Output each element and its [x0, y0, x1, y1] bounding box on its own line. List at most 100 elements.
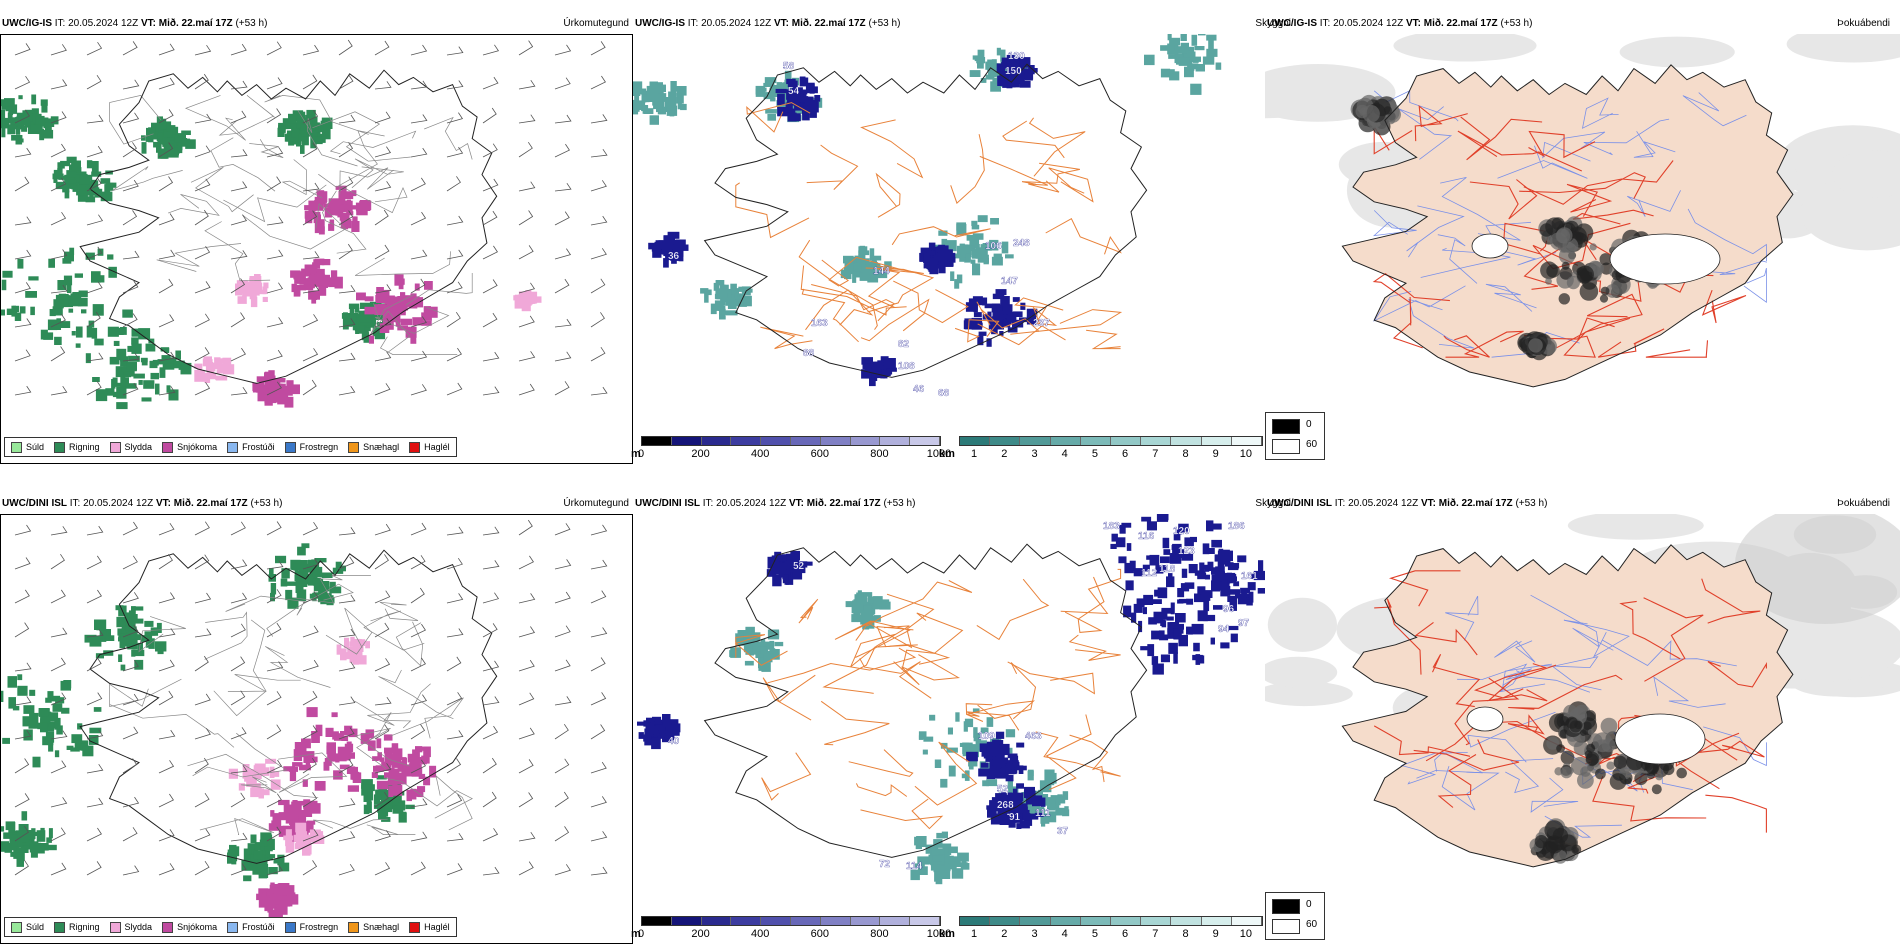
road	[351, 158, 404, 189]
precip-cell	[873, 615, 881, 622]
wind-barb	[302, 860, 318, 876]
road	[1708, 260, 1767, 275]
precip-cell	[1136, 598, 1145, 608]
precip-cell	[96, 619, 107, 631]
ceiling-value-label: 237	[1033, 318, 1050, 329]
legend-swatch	[11, 441, 22, 453]
precip-cell	[1043, 797, 1054, 806]
wind-barb	[590, 114, 608, 124]
precip-cell	[260, 843, 268, 856]
precip-cell	[314, 781, 326, 791]
precip-cell	[1173, 534, 1181, 541]
precip-cell	[43, 129, 54, 139]
precip-cell	[662, 720, 672, 725]
road	[848, 749, 914, 777]
wind-barb	[194, 554, 210, 570]
wind-barb	[86, 281, 103, 294]
precip-cell	[1005, 775, 1014, 782]
precip-cell	[786, 560, 796, 570]
precip-cell	[852, 600, 864, 610]
precip-cell	[12, 834, 18, 846]
precip-cell	[327, 753, 339, 762]
precip-cell	[764, 77, 777, 84]
precip-cell	[1019, 80, 1031, 88]
precip-cell	[644, 728, 654, 737]
precip-cell	[86, 160, 93, 169]
precip-cell	[851, 614, 858, 623]
road	[1505, 758, 1554, 794]
road	[379, 601, 419, 621]
precip-cell	[965, 302, 974, 312]
ceiling-value-label: 144	[873, 266, 890, 277]
precip-cell	[270, 810, 275, 817]
precip-cell	[231, 852, 237, 865]
colorbar-tick-label: 6	[1122, 448, 1129, 460]
road	[811, 284, 896, 322]
precip-cell	[729, 650, 741, 658]
precip-cell	[306, 707, 318, 718]
wind-barb	[230, 347, 246, 362]
precip-cell	[305, 761, 310, 767]
wind-barb	[590, 627, 608, 638]
precip-cell	[5, 105, 15, 112]
precip-cell	[267, 856, 273, 861]
precip-cell	[745, 626, 755, 639]
legend-label: Frostregn	[299, 922, 339, 932]
precip-cell	[331, 712, 338, 718]
wind-barb	[302, 210, 318, 226]
vt-label: VT:	[1420, 498, 1436, 509]
precip-cell	[100, 191, 113, 202]
precip-cell	[725, 310, 735, 315]
wind-barb	[158, 793, 174, 808]
coastline	[1341, 64, 1794, 388]
wind-barb	[338, 176, 354, 192]
precip-cell	[137, 642, 143, 652]
precip-cell	[181, 130, 191, 135]
precip-cell	[1167, 34, 1172, 41]
precip-cell	[305, 279, 310, 289]
precip-cell	[42, 122, 51, 127]
precip-cell	[388, 767, 395, 775]
precip-cell	[922, 749, 928, 755]
road	[1743, 268, 1767, 303]
vt-value: Mið. 22.maí 17Z	[158, 18, 233, 29]
precip-cell	[395, 782, 401, 787]
wind-barb	[338, 661, 356, 672]
precip-cell	[30, 849, 38, 858]
ceiling-value-label: 108	[898, 361, 915, 372]
precip-cell	[300, 124, 306, 131]
precip-cell	[1012, 69, 1021, 80]
wind-barb	[590, 590, 607, 604]
haze-patch	[1735, 514, 1900, 624]
ceiling-value-label: 36	[668, 251, 680, 262]
colorbar-segment	[701, 437, 732, 445]
precip-cell	[773, 562, 780, 571]
precip-cell	[48, 712, 59, 722]
precip-cell	[29, 712, 39, 725]
precip-cell	[356, 639, 362, 650]
precip-cell	[980, 78, 987, 83]
road	[1457, 130, 1583, 172]
precip-cell	[656, 99, 663, 109]
precip-cell	[995, 793, 1007, 801]
wind-barb	[194, 860, 210, 876]
wind-barb	[590, 724, 606, 740]
precip-cell	[778, 567, 785, 578]
precip-cell	[1001, 792, 1006, 798]
precip-cell	[42, 714, 50, 724]
precip-cell	[86, 325, 92, 338]
precip-cell	[378, 812, 386, 820]
precip-cell	[871, 373, 877, 378]
colorbar-segment	[820, 917, 851, 925]
precip-cell	[396, 772, 407, 785]
precip-cell	[156, 142, 162, 153]
precip-cell	[108, 266, 117, 278]
precip-cell	[296, 288, 301, 296]
precip-cell	[424, 281, 433, 290]
precip-cell	[1025, 807, 1035, 815]
wind-barb	[374, 209, 389, 226]
precip-cell	[1224, 562, 1234, 567]
precip-cell	[373, 765, 384, 772]
precip-cell	[1198, 34, 1206, 36]
wind-barb	[410, 384, 427, 396]
